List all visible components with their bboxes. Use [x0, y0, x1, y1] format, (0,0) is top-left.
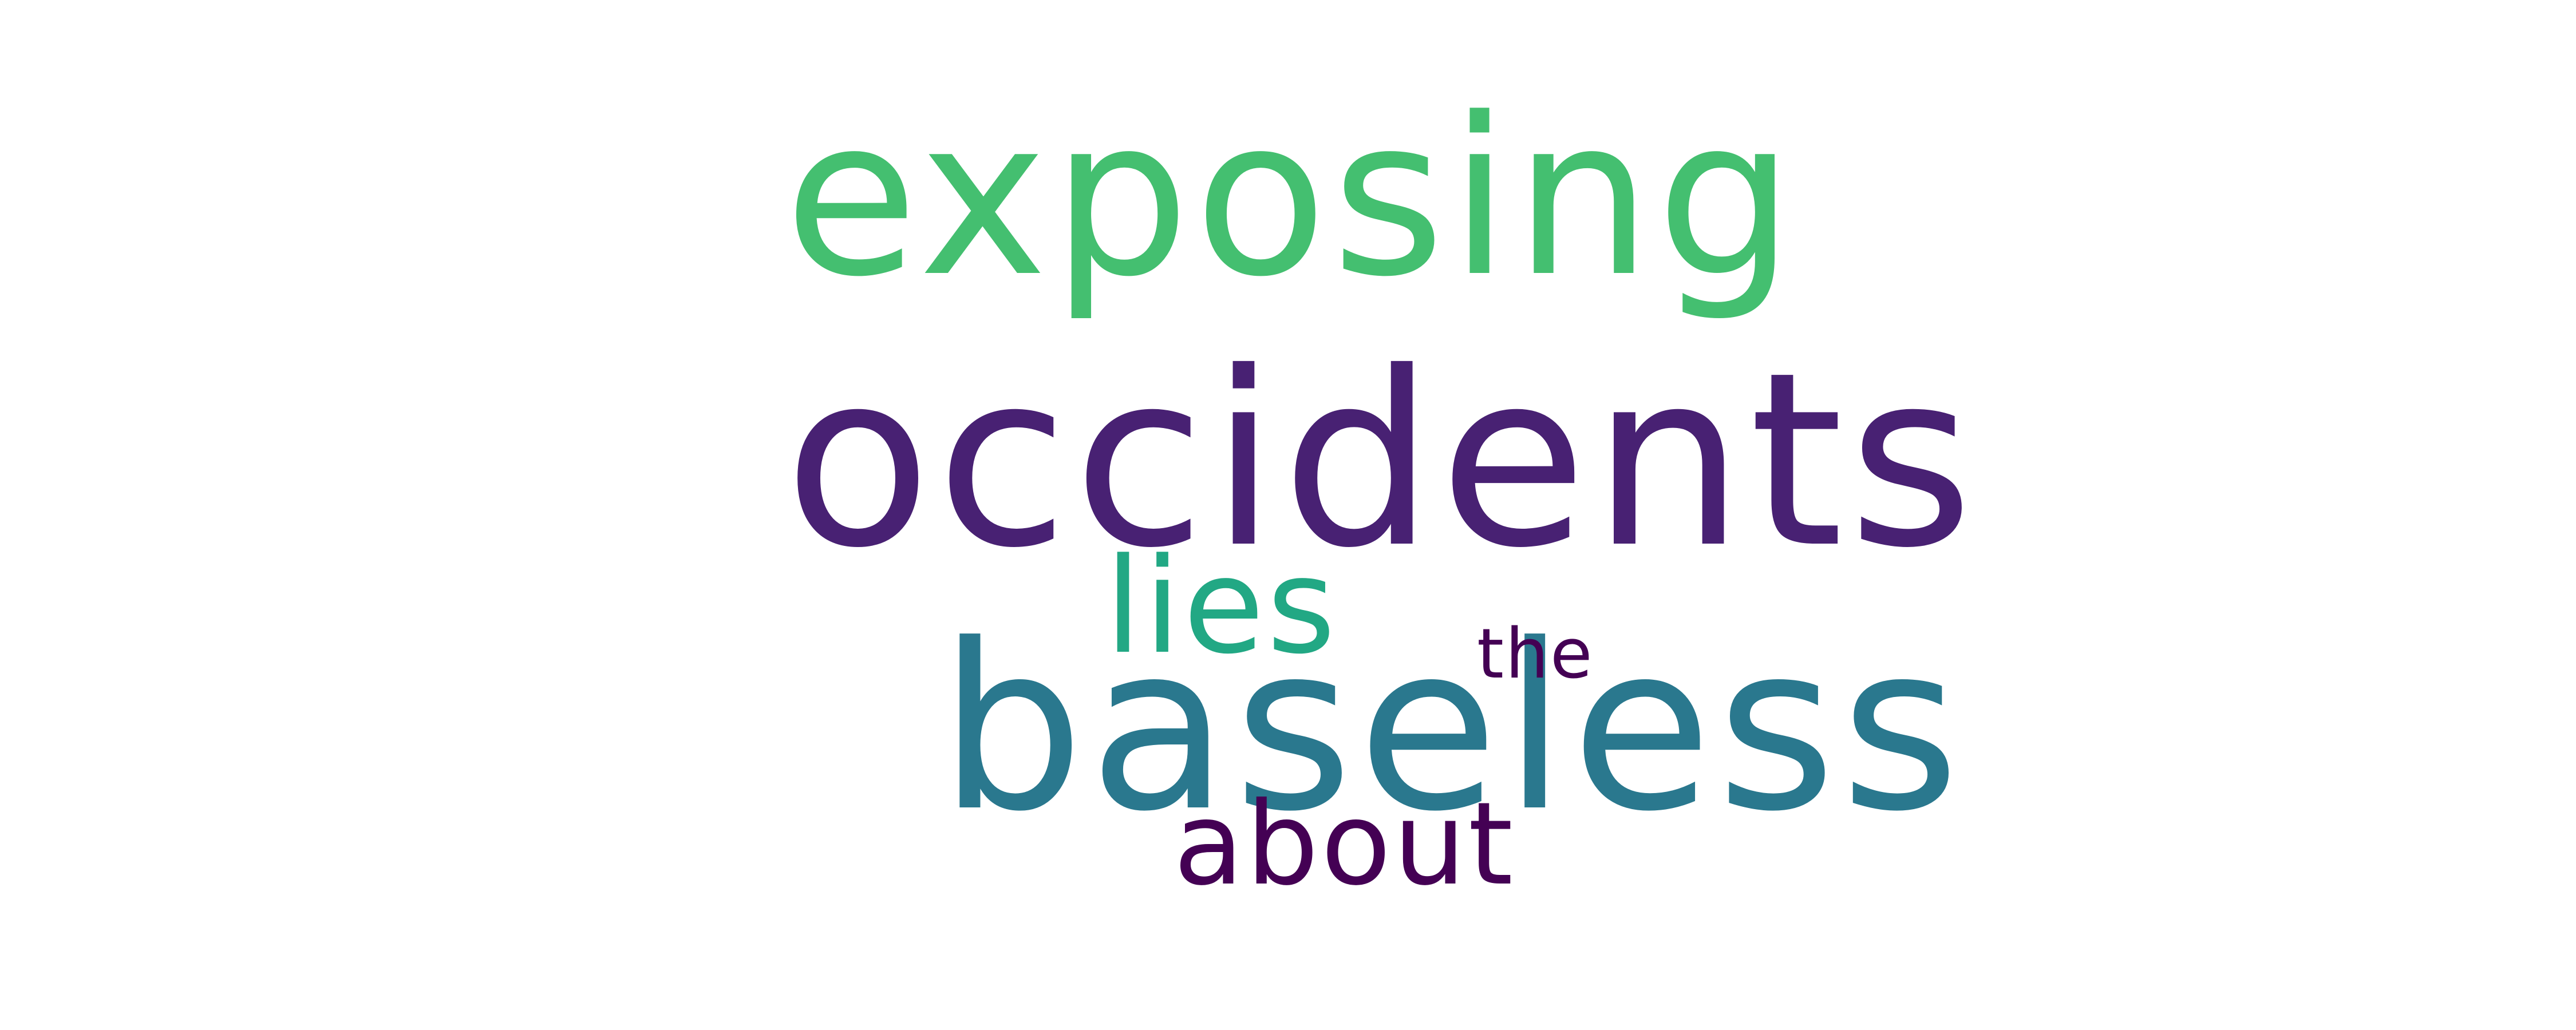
word-baseless: baseless [939, 596, 1965, 862]
word-lies: lies [1105, 530, 1338, 683]
word-occidents: occidents [784, 321, 1978, 601]
word-the: the [1477, 615, 1594, 694]
word-about: about [1174, 778, 1516, 911]
word-exposing: exposing [784, 71, 1799, 324]
